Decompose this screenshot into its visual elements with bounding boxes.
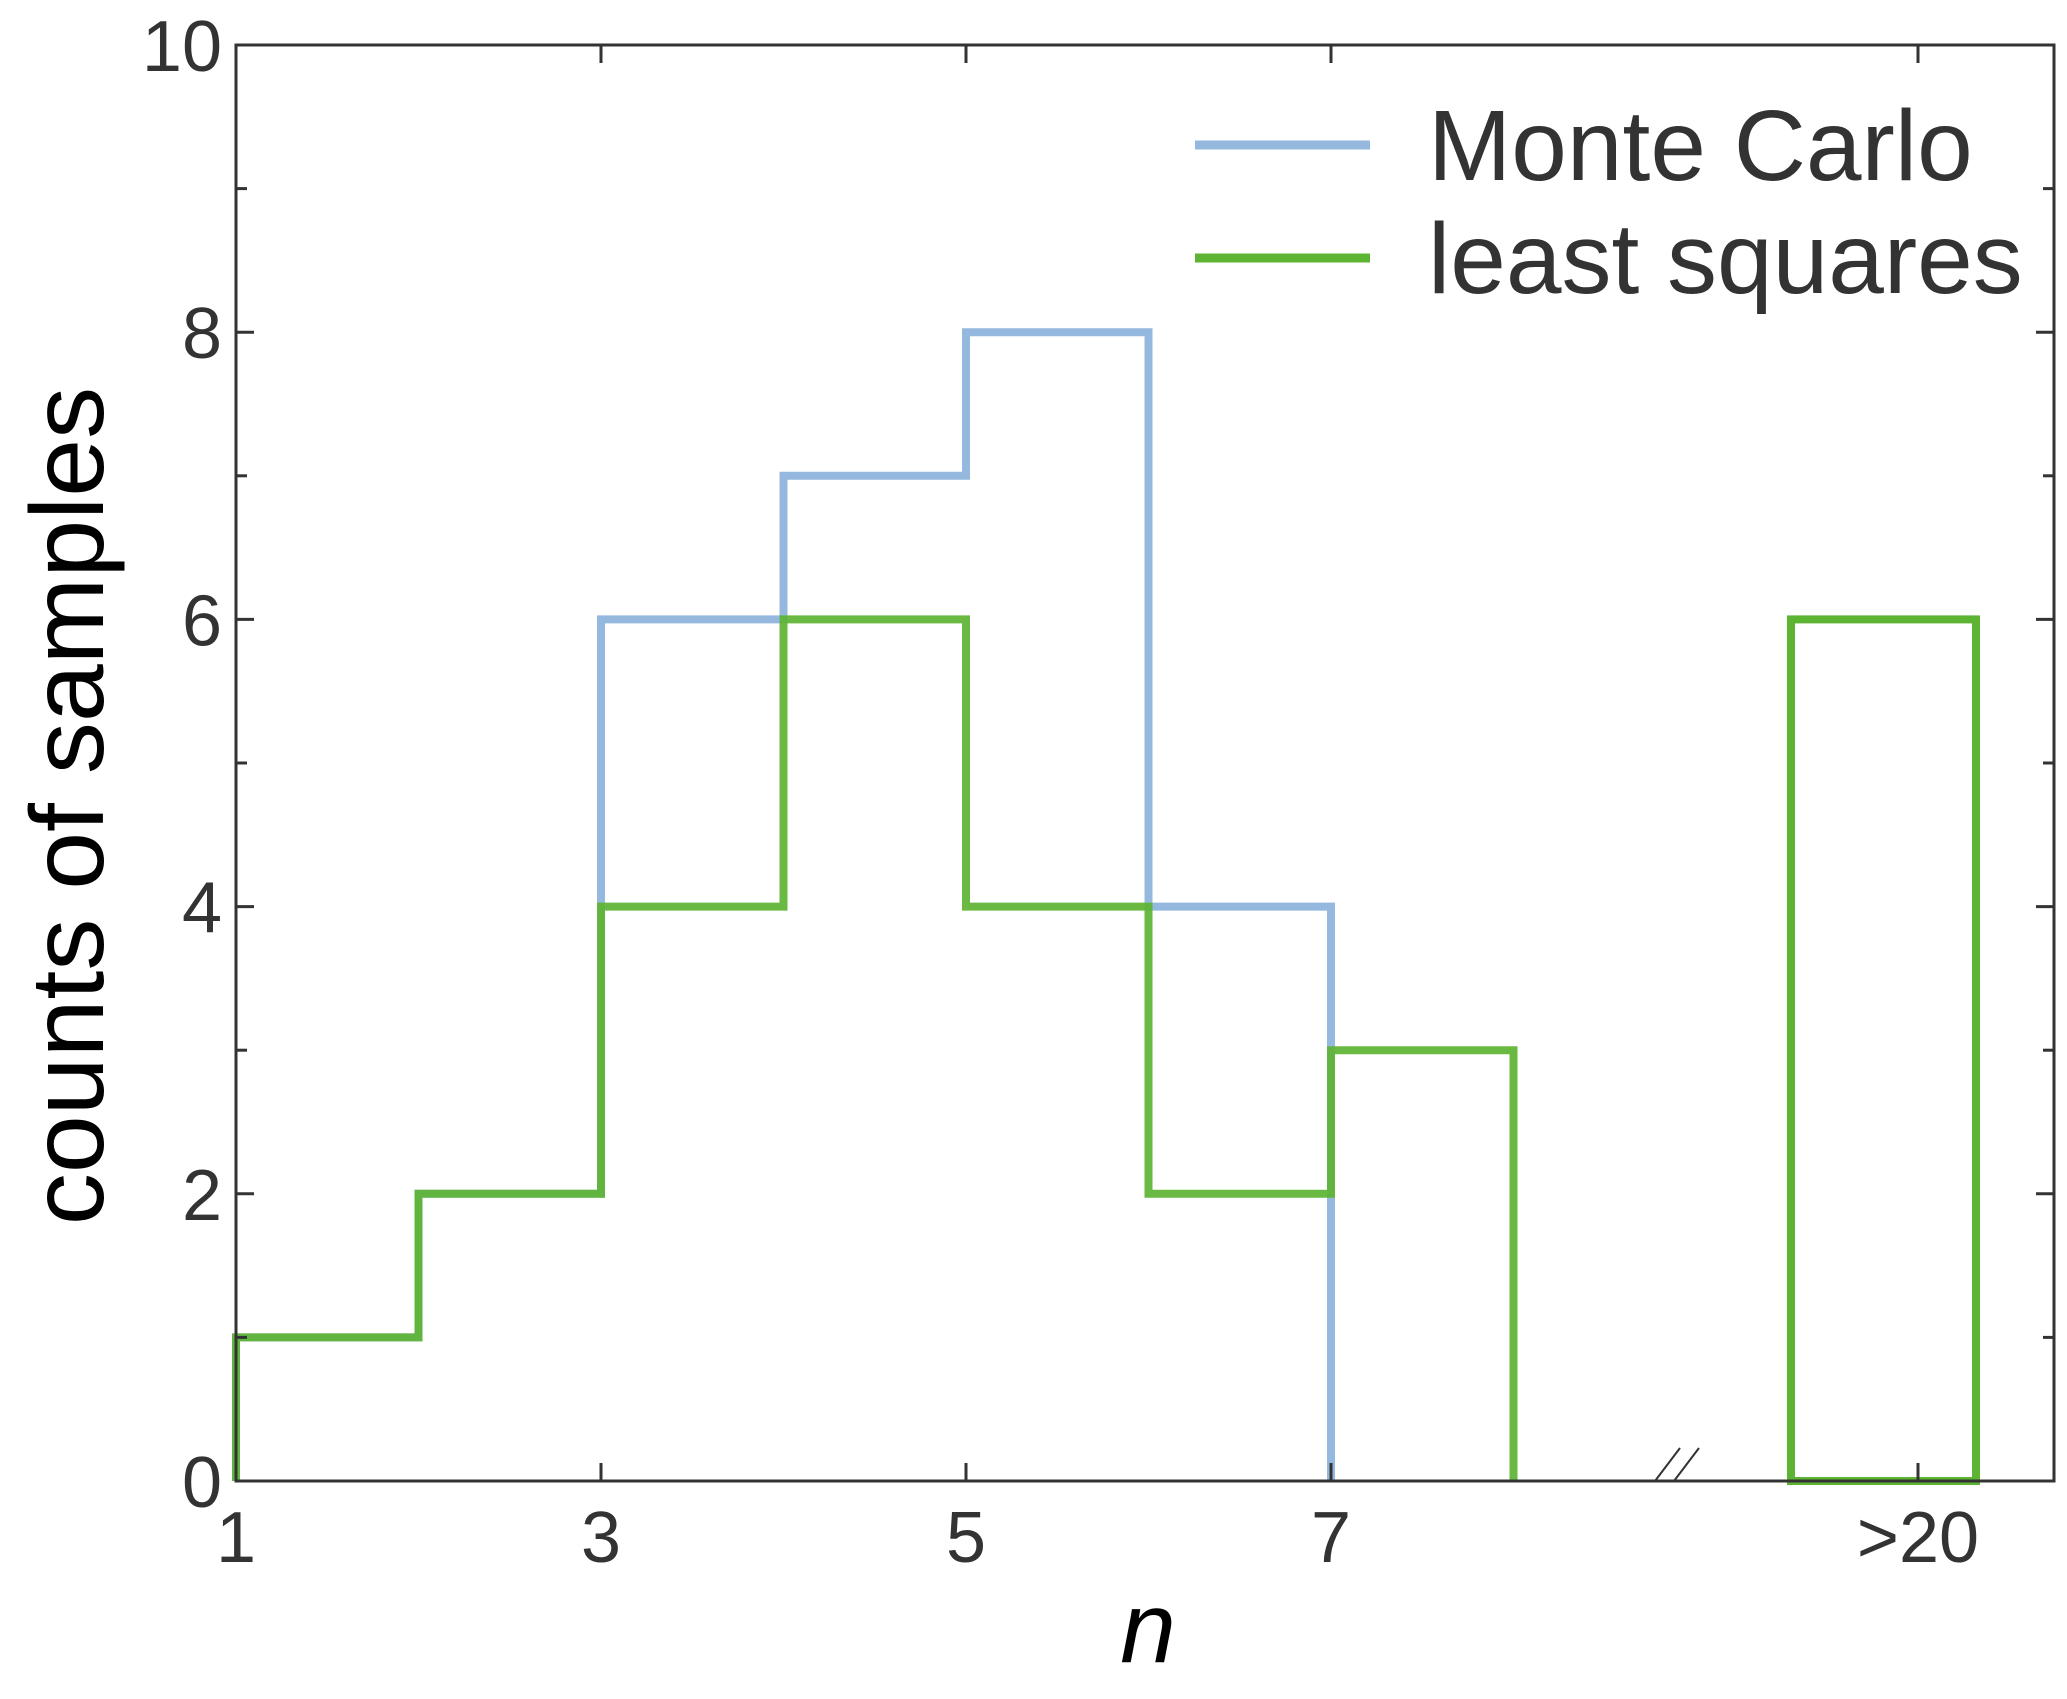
x-tick-label: 5 — [946, 1498, 986, 1578]
legend-label: Monte Carlo — [1428, 90, 1973, 202]
y-tick-label: 8 — [182, 294, 222, 374]
legend-label: least squares — [1428, 203, 2023, 315]
series-layer — [232, 328, 1980, 1485]
x-tick-label: 3 — [581, 1498, 621, 1578]
y-tick-label: 6 — [182, 581, 222, 661]
y-axis-title: counts of samples — [10, 387, 126, 1225]
overflow-bar — [1787, 615, 1980, 1485]
ticks-layer: 0 2 4 6 8 10 1 3 5 7 >20 — [142, 7, 2054, 1578]
axis-break-marker — [1654, 1447, 1700, 1482]
y-tick-label: 2 — [182, 1156, 222, 1236]
x-tick-label: 7 — [1311, 1498, 1351, 1578]
x-tick-label: >20 — [1857, 1498, 1979, 1578]
y-tick-label: 4 — [182, 869, 222, 949]
series-line-least-squares — [232, 615, 1518, 1481]
y-tick-label: 10 — [142, 7, 222, 87]
y-tick-label: 0 — [182, 1443, 222, 1523]
x-axis-title: n — [1120, 1572, 1176, 1684]
x-tick-label: 1 — [216, 1498, 256, 1578]
